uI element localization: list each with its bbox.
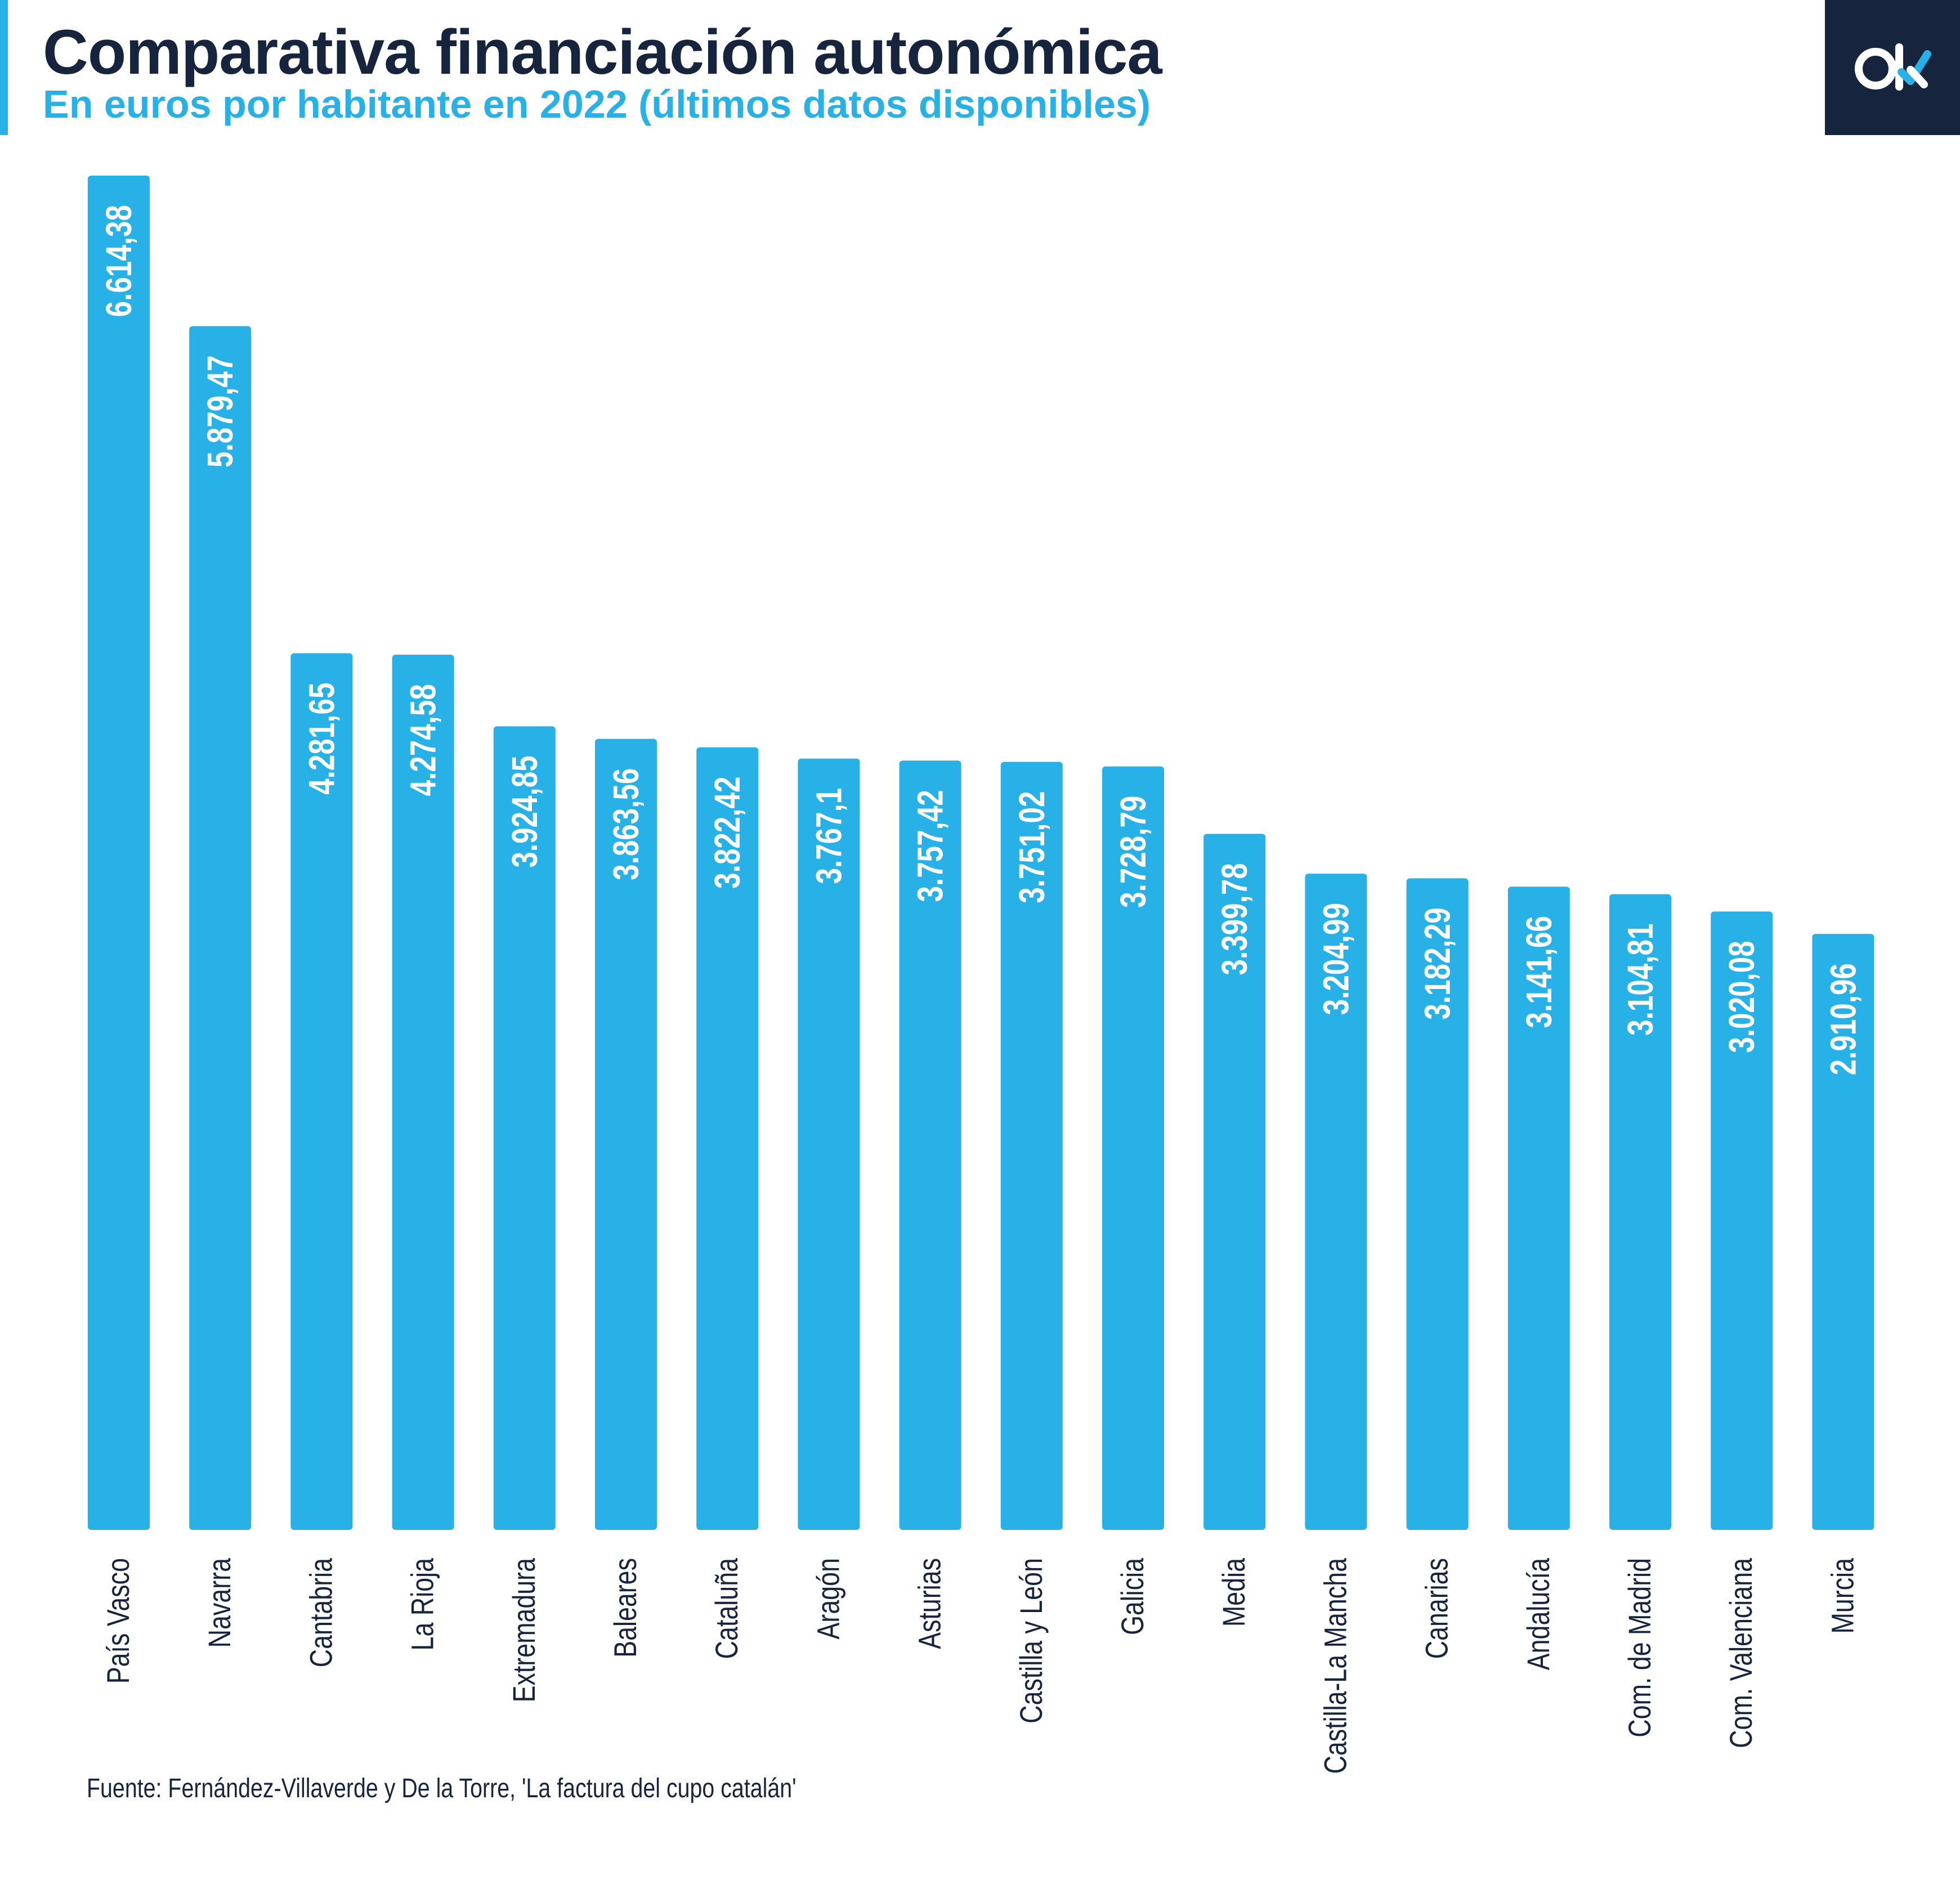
- category-label-11: Galicia: [1115, 1557, 1150, 1635]
- value-label-14: 3.182,29: [1418, 907, 1458, 1019]
- chart-subtitle: En euros por habitante en 2022 (últimos …: [43, 82, 1151, 126]
- bar-8: [798, 758, 860, 1530]
- value-label-8: 3.767,1: [809, 788, 849, 884]
- category-label-7: Cataluña: [709, 1557, 744, 1659]
- category-label-12: Media: [1216, 1557, 1251, 1627]
- bar-16: [1609, 894, 1671, 1530]
- category-label-5: Extremadura: [506, 1557, 542, 1702]
- value-label-12: 3.399,78: [1215, 863, 1255, 975]
- category-label-16: Com. de Madrid: [1622, 1558, 1657, 1738]
- bar-15: [1507, 887, 1570, 1530]
- bar-1: [88, 176, 150, 1530]
- value-label-17: 3.020,08: [1722, 941, 1762, 1053]
- value-label-4: 4.274,58: [404, 684, 444, 796]
- category-label-9: Asturias: [912, 1558, 947, 1649]
- bar-14: [1406, 878, 1469, 1530]
- value-label-7: 3.822,42: [708, 777, 748, 889]
- value-label-3: 4.281,65: [302, 683, 342, 795]
- category-label-6: Baleares: [607, 1558, 643, 1658]
- value-label-13: 3.204,99: [1317, 903, 1357, 1015]
- chart-title: Comparativa financiación autonómica: [43, 17, 1162, 87]
- bar-3: [290, 653, 353, 1530]
- title-accent-bar: [0, 0, 8, 135]
- bar-12: [1203, 834, 1266, 1530]
- category-label-2: Navarra: [202, 1557, 237, 1648]
- value-label-5: 3.924,85: [505, 755, 545, 867]
- category-label-3: Cantabria: [303, 1557, 339, 1667]
- ok-logo-icon: [1855, 43, 1931, 91]
- value-label-16: 3.104,81: [1621, 924, 1661, 1036]
- bar-6: [595, 738, 657, 1530]
- value-label-18: 2.910,96: [1824, 963, 1864, 1075]
- bar-13: [1305, 874, 1367, 1530]
- value-label-11: 3.728,79: [1114, 796, 1154, 908]
- value-label-1: 6.614,38: [100, 205, 140, 317]
- bar-11: [1102, 766, 1164, 1530]
- category-label-14: Canarias: [1419, 1558, 1455, 1659]
- category-label-10: Castilla y León: [1013, 1558, 1049, 1724]
- category-label-17: Com. Valenciana: [1723, 1557, 1758, 1748]
- bar-10: [1000, 762, 1063, 1530]
- category-label-1: País Vasco: [100, 1558, 136, 1684]
- category-label-18: Murcia: [1825, 1557, 1860, 1633]
- bar-2: [189, 326, 252, 1530]
- value-label-2: 5.879,47: [201, 355, 241, 467]
- category-label-4: La Rioja: [405, 1557, 440, 1650]
- value-label-15: 3.141,66: [1519, 916, 1559, 1028]
- ok-diario-logo: [1825, 0, 1960, 135]
- bar-5: [493, 726, 556, 1530]
- category-label-15: Andalucía: [1520, 1557, 1556, 1670]
- bar-4: [392, 655, 454, 1530]
- bar-17: [1711, 911, 1773, 1530]
- bar-7: [696, 747, 759, 1530]
- source-note: Fuente: Fernández-Villaverde y De la Tor…: [87, 1774, 796, 1803]
- value-label-9: 3.757,42: [911, 790, 951, 902]
- bar-18: [1812, 934, 1874, 1530]
- category-label-8: Aragón: [811, 1558, 846, 1639]
- value-label-6: 3.863,56: [607, 768, 647, 880]
- bar-9: [899, 760, 961, 1530]
- category-label-13: Castilla-La Mancha: [1318, 1557, 1353, 1774]
- value-label-10: 3.751,02: [1012, 791, 1052, 903]
